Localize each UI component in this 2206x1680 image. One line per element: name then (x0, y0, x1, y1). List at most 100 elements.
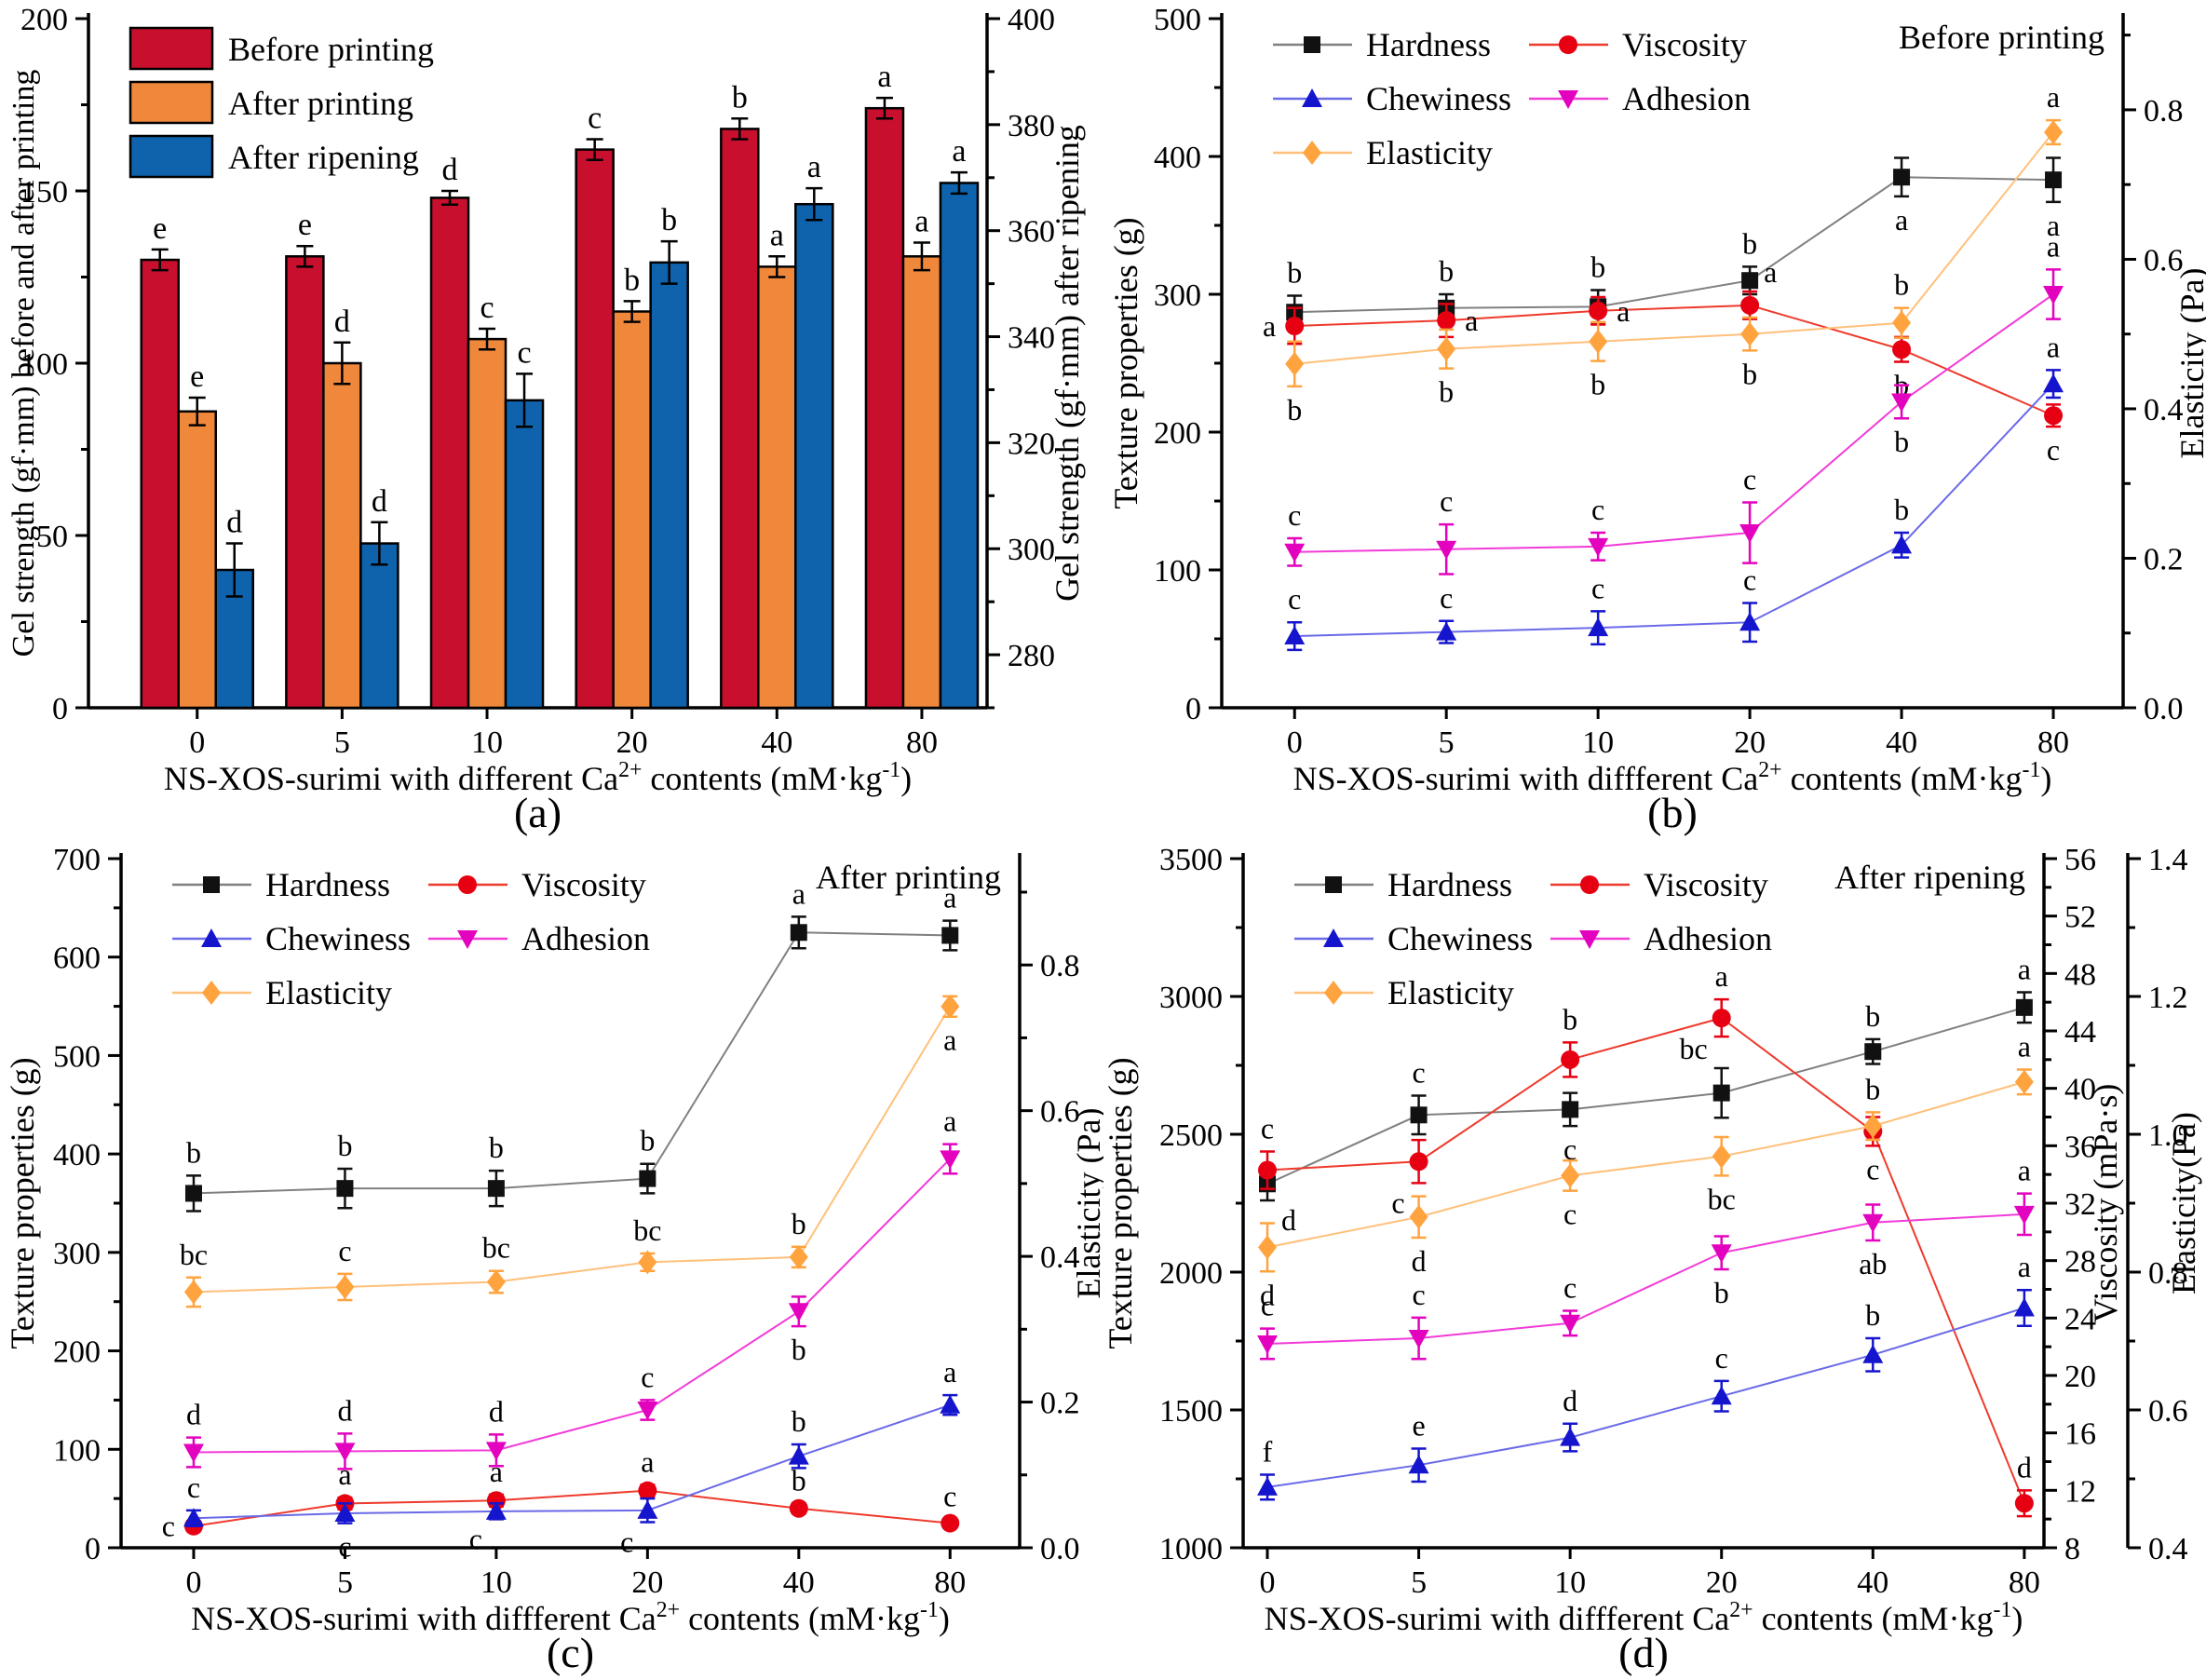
square-marker (1712, 1084, 1730, 1102)
bar (575, 148, 615, 710)
tick-label: 0.8 (2148, 1256, 2188, 1291)
triangle-down-marker (788, 1303, 809, 1322)
tick-label: 150 (20, 175, 68, 210)
sig-letter: c (1288, 582, 1301, 616)
panel-caption: (b) (1647, 789, 1698, 836)
circle-marker (1712, 1009, 1731, 1028)
legend-item-after-printing: After printing (129, 80, 413, 125)
sig-letter: d (226, 506, 242, 540)
square-marker (1741, 272, 1759, 290)
tick-label: 56 (2064, 843, 2096, 877)
diamond-marker (789, 1244, 808, 1269)
tick-label: 200 (20, 3, 68, 37)
sig-letter: b (792, 1463, 806, 1497)
tick-label: 380 (1008, 109, 1055, 143)
sig-letter: c (943, 1479, 956, 1512)
diamond-marker (1258, 1235, 1278, 1260)
sig-letter: a (2047, 209, 2060, 242)
sig-letter: c (1743, 563, 1756, 597)
circle-marker (458, 875, 477, 894)
panel-a: 0 50 100 150 200 280 300 320 340 360 380 400 0 5 10 20 4… (0, 0, 1103, 840)
square-marker (1325, 876, 1342, 893)
panel-c: 0 100 200 300 400 500 600 700 0.0 0.2 0.4 0.6 0.8 0 5 1… (0, 840, 1103, 1680)
circle-marker (1559, 35, 1577, 54)
legend: Hardness Chewiness Elasticity Viscosity Adhe… (172, 866, 650, 1011)
tick-label: 0.2 (1040, 1387, 1080, 1421)
triangle-up-marker (2013, 1297, 2035, 1317)
sig-letter: d (2017, 1450, 2032, 1484)
tick-label: 320 (1008, 427, 1055, 461)
sig-letter: bc (180, 1238, 208, 1271)
tick-label: 36 (2064, 1130, 2096, 1164)
sig-letter: b (1894, 425, 1909, 458)
tick-label: 0.2 (2144, 542, 2184, 576)
square-marker (1410, 1106, 1428, 1124)
left-axis-label: Texture properties (g) (1103, 1057, 1139, 1348)
sig-letter: b (1865, 999, 1880, 1033)
tick-label: 0.0 (1040, 1532, 1080, 1566)
diamond-marker (1285, 351, 1305, 376)
bar (322, 361, 362, 710)
sig-letter: d (489, 1394, 504, 1428)
tick-label: 1.0 (2148, 1118, 2188, 1153)
bar (794, 202, 834, 710)
sig-letter: c (1412, 1278, 1425, 1311)
sig-letter: a (1895, 203, 1908, 237)
diamond-marker (1863, 1114, 1883, 1139)
legend-label: Elasticity (1366, 134, 1493, 171)
diamond-marker (1409, 1204, 1428, 1229)
sig-letter: b (640, 1124, 655, 1158)
legend: Before printing After printing After ripen… (129, 26, 434, 179)
x-tick-label: 10 (471, 725, 503, 760)
sig-letter: a (1617, 294, 1630, 328)
sig-letter: c (641, 1360, 654, 1393)
legend-item-hardness: Hardness (1294, 866, 1512, 903)
tick-label: 0.4 (2148, 1532, 2188, 1566)
tick-label: 300 (1154, 278, 1201, 313)
tick-label: 1500 (1159, 1394, 1223, 1429)
right-axis-label: Elasticity (Pa) (1070, 1108, 1103, 1299)
tick-label: 400 (1154, 141, 1201, 175)
sig-letter: b (1894, 493, 1909, 526)
error-bar (660, 239, 678, 285)
legend-label: Elasticity (265, 974, 392, 1011)
circle-marker (1409, 1152, 1428, 1172)
triangle-up-marker (485, 1500, 507, 1520)
sig-letter: a (1764, 255, 1777, 289)
diamond-marker (638, 1250, 657, 1275)
tick-label: 3000 (1159, 981, 1223, 1015)
error-bar (875, 96, 893, 120)
diamond-marker (1712, 1144, 1731, 1169)
triangle-down-marker (1711, 1244, 1732, 1264)
tick-label: 500 (53, 1039, 101, 1074)
sig-letter: c (1412, 1056, 1425, 1090)
sig-letter: e (298, 208, 312, 242)
sig-letter: d (337, 1393, 352, 1427)
sig-letter: c (1591, 493, 1604, 526)
sig-letter: e (190, 359, 204, 394)
sig-letter: c (1261, 1112, 1274, 1145)
sig-letter: b (1865, 1298, 1880, 1332)
sig-letter: e (153, 211, 167, 246)
x-tick-label: 80 (2037, 725, 2069, 760)
x-tick-label: 40 (761, 725, 792, 760)
sig-letter: b (1865, 1072, 1880, 1105)
tick-label: 360 (1008, 215, 1055, 250)
bar (864, 106, 905, 710)
tick-label: 1.2 (2148, 981, 2188, 1015)
error-bar (950, 170, 968, 196)
sig-letter: bc (1680, 1032, 1708, 1065)
panel-caption: (d) (1618, 1629, 1669, 1676)
axes: 1000 1500 2000 2500 3000 3500 8 12 16 20 24 28 32 36 4… (1159, 843, 2188, 1600)
circle-marker (1740, 295, 1760, 315)
circle-marker (638, 1481, 657, 1500)
tick-label: 700 (53, 843, 101, 877)
tick-label: 0.4 (1040, 1240, 1080, 1275)
sig-letter: a (1465, 304, 1478, 337)
sig-letter: d (186, 1398, 201, 1431)
panel-b-chart: 0 100 200 300 400 500 0.0 0.2 0.4 0.6 0.8 0 5 10 20 40 8… (1103, 0, 2206, 840)
sig-letter: bc (482, 1231, 510, 1265)
sig-letter: a (877, 60, 891, 94)
tick-label: 50 (36, 520, 68, 554)
